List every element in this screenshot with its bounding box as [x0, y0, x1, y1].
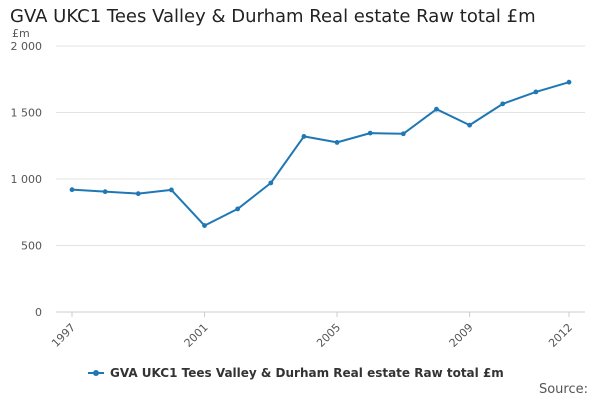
data-points	[69, 79, 572, 228]
data-point	[566, 79, 572, 85]
data-point	[268, 180, 274, 186]
y-tick-label: 0	[35, 306, 42, 319]
series-line	[71, 81, 570, 227]
y-tick-label: 1 000	[11, 173, 43, 186]
legend[interactable]: GVA UKC1 Tees Valley & Durham Real estat…	[88, 366, 504, 380]
data-point	[467, 122, 472, 128]
data-point	[500, 101, 506, 107]
x-tick-label: 2009	[447, 321, 476, 350]
data-point	[334, 140, 340, 145]
data-point	[400, 131, 406, 137]
series-line-path	[71, 81, 570, 227]
data-point	[235, 206, 241, 212]
data-point	[135, 191, 141, 197]
x-tick-label: 2001	[182, 321, 211, 350]
x-tick-label: 2005	[314, 321, 343, 350]
data-point	[301, 134, 307, 139]
tick-labels: 0 500 1 000 1 500 2 000 1997 2001 2005 2009 2012	[11, 40, 576, 350]
x-tick-label: 2012	[546, 321, 575, 350]
data-point	[169, 187, 174, 193]
x-tick-label: 1997	[49, 321, 78, 350]
data-point	[533, 89, 539, 95]
source-label[interactable]: Source:	[538, 382, 588, 397]
data-point	[69, 187, 75, 193]
axes	[56, 311, 585, 317]
legend-label: GVA UKC1 Tees Valley & Durham Real estat…	[110, 366, 504, 380]
y-tick-label: 1 500	[11, 107, 43, 120]
legend-swatch	[88, 368, 104, 378]
data-point	[434, 106, 439, 112]
chart-title: GVA UKC1 Tees Valley & Durham Real estat…	[10, 6, 536, 27]
grid-lines	[56, 45, 585, 246]
y-tick-label: 500	[21, 240, 42, 253]
y-axis-unit-label: £m	[12, 27, 30, 40]
data-point	[202, 223, 207, 228]
data-point	[367, 130, 373, 136]
y-tick-label: 2 000	[11, 40, 43, 53]
data-point	[102, 189, 108, 195]
